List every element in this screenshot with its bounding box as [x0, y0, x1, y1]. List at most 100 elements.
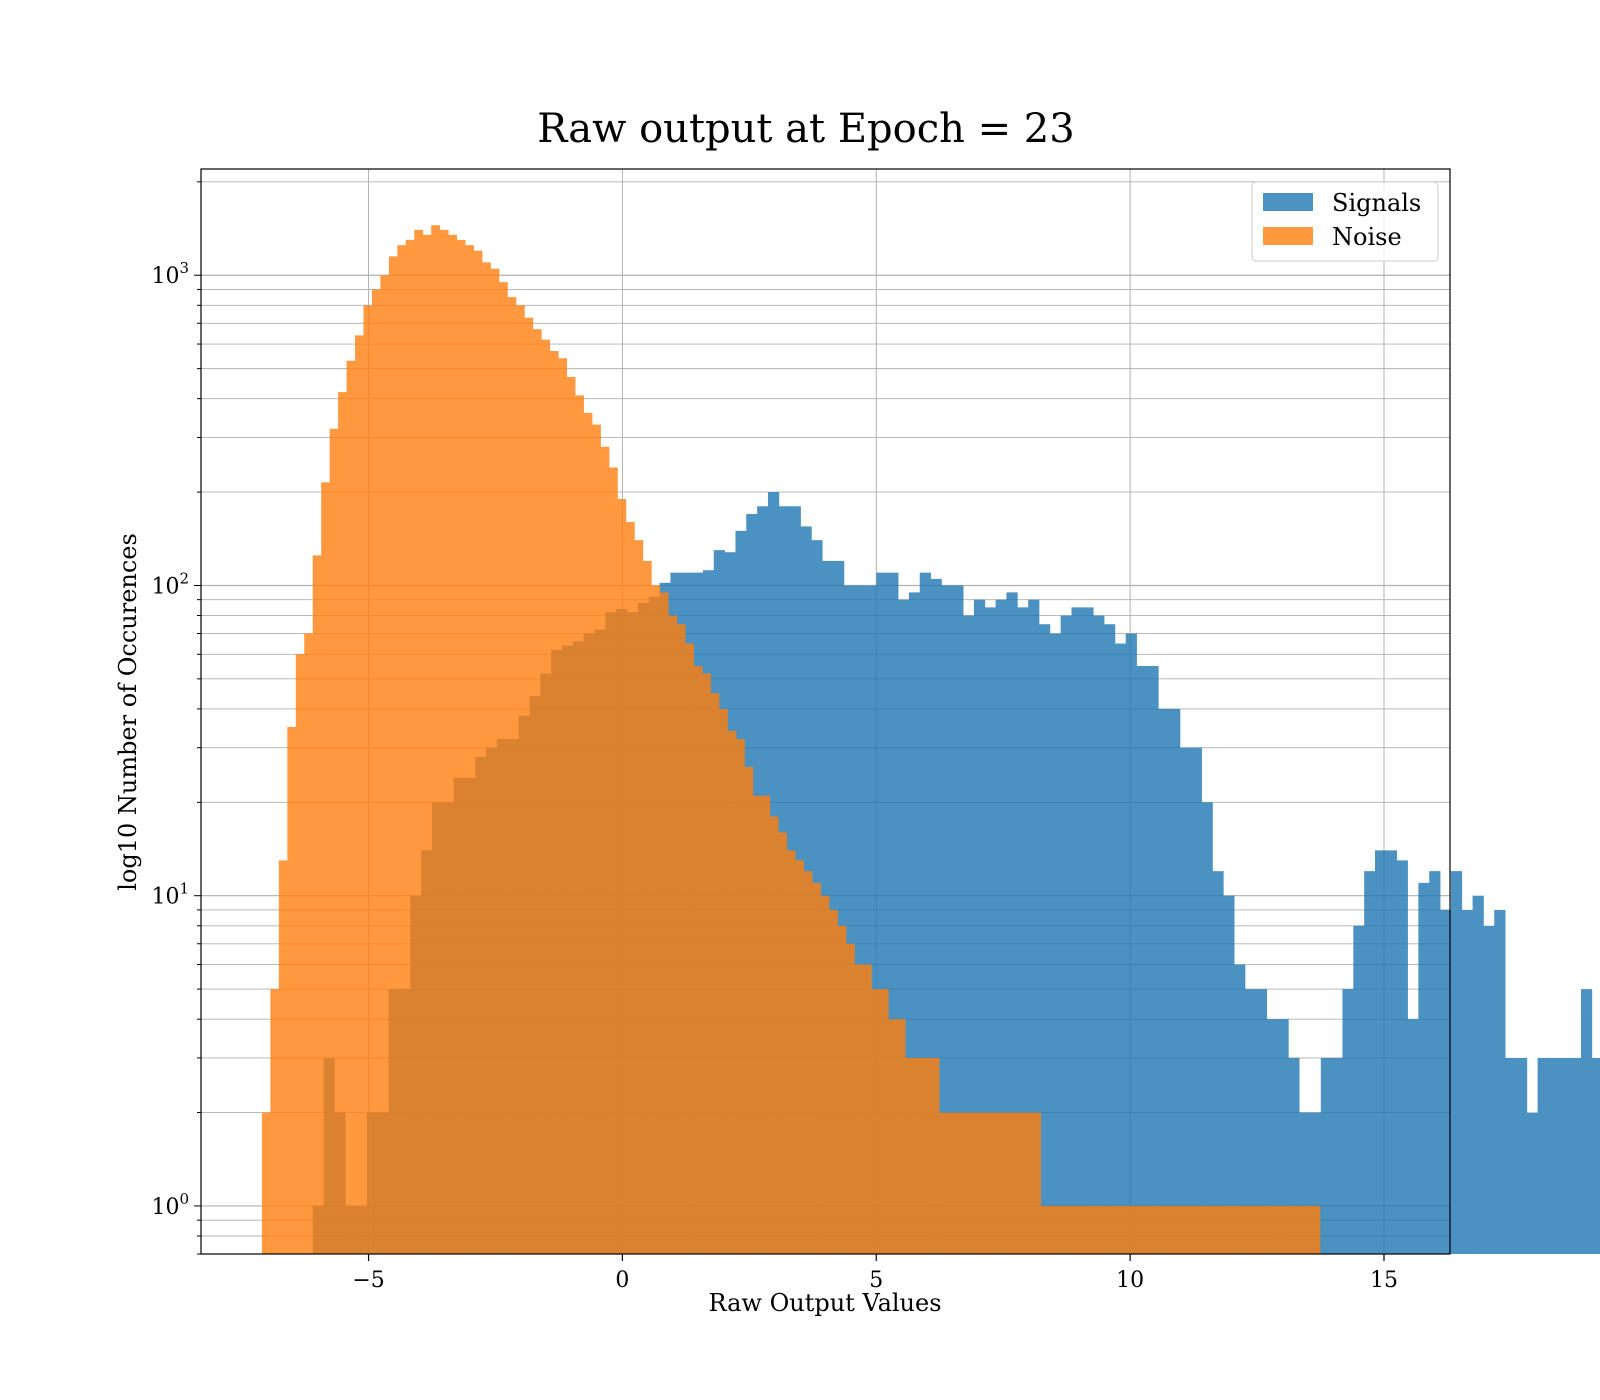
histogram-bar: [1060, 615, 1072, 1254]
histogram-bar: [843, 585, 856, 1254]
histogram-bar: [685, 643, 694, 1254]
histogram-bar: [270, 989, 280, 1254]
histogram-bar: [1472, 895, 1484, 1254]
histogram-bar: [1167, 1205, 1177, 1254]
histogram-bar: [1017, 607, 1029, 1254]
histogram-bar: [261, 1112, 271, 1254]
histogram-bar: [312, 555, 322, 1254]
histogram-bar: [930, 578, 942, 1254]
histogram-bar: [1104, 624, 1116, 1254]
histogram-bar: [1176, 1205, 1185, 1254]
histogram-bar: [1353, 925, 1365, 1254]
histogram-bar: [558, 358, 568, 1254]
histogram-bar: [769, 816, 779, 1254]
histogram-bar: [941, 585, 953, 1254]
y-axis-ticks: 100 101 102 103: [151, 181, 201, 1255]
histogram-bar: [642, 560, 652, 1254]
x-axis-label: Raw Output Values: [708, 1289, 941, 1317]
histogram-bar: [1559, 1057, 1571, 1254]
histogram-bar: [549, 350, 559, 1255]
histogram-bar: [718, 708, 728, 1254]
histogram-bar: [617, 498, 627, 1254]
histogram-bar: [1015, 1112, 1025, 1254]
histogram-bar: [896, 1019, 906, 1254]
histogram-bar: [1450, 871, 1463, 1254]
y-tick-label: 101: [151, 880, 189, 910]
histogram-bar: [397, 245, 407, 1255]
histogram-bar: [1277, 1019, 1289, 1254]
histogram-bar: [952, 585, 964, 1254]
histogram-bar: [837, 925, 847, 1254]
histogram-bar: [1461, 909, 1473, 1254]
histogram-bar: [1147, 666, 1159, 1254]
histogram-bar: [1093, 615, 1105, 1254]
histogram-bar: [1494, 909, 1506, 1254]
histogram-bar: [355, 335, 364, 1254]
histogram-bar: [972, 1112, 982, 1254]
histogram-bar: [1006, 1112, 1016, 1254]
histogram-bar: [947, 1112, 957, 1254]
histogram-bar: [1150, 1205, 1160, 1254]
histogram-bar: [845, 943, 855, 1254]
histogram-bar: [1201, 802, 1213, 1254]
histogram-bar: [1049, 1205, 1058, 1254]
histogram-bar: [1440, 909, 1452, 1254]
histogram-bar: [363, 305, 373, 1254]
histogram-bar: [1125, 1205, 1135, 1254]
y-tick-label: 103: [151, 259, 189, 289]
histogram-bar: [651, 585, 661, 1254]
histogram-bar: [566, 376, 576, 1255]
histogram-bar: [676, 624, 686, 1254]
histogram-bar: [448, 234, 457, 1255]
histogram-bar: [329, 428, 339, 1254]
x-axis-ticks: −5 0 5 10 15: [352, 1254, 1398, 1293]
histogram-bar: [905, 1057, 915, 1254]
histogram-bar: [1311, 1205, 1321, 1254]
histogram-bar: [998, 1112, 1008, 1254]
histogram-bar: [1294, 1205, 1304, 1254]
histogram-bar: [879, 989, 889, 1254]
legend-label-signals: Signals: [1332, 189, 1421, 217]
histogram-bar: [898, 599, 910, 1254]
histogram-bar: [625, 522, 635, 1254]
histogram-bar: [761, 795, 771, 1254]
histogram-bar: [380, 275, 390, 1255]
histogram-bar: [1288, 1057, 1300, 1254]
histogram-bar: [515, 305, 525, 1254]
histogram-bar: [1375, 850, 1387, 1254]
histogram-bar: [1418, 882, 1430, 1254]
histogram-bar: [1385, 850, 1398, 1254]
histogram-bar: [1255, 989, 1268, 1254]
histogram-bar: [1179, 747, 1192, 1254]
legend-swatch-signals: [1263, 193, 1313, 211]
histogram-bar: [1515, 1057, 1528, 1254]
histogram-bar: [1169, 708, 1181, 1254]
histogram-bar: [854, 964, 864, 1254]
histogram-bar: [981, 1112, 991, 1254]
histogram-bar: [1190, 747, 1202, 1254]
histogram-bar: [1223, 895, 1235, 1254]
histogram-bar: [532, 329, 542, 1254]
histogram-bar: [1082, 607, 1094, 1254]
x-tick-label: −5: [352, 1268, 384, 1293]
chart-title: Raw output at Epoch = 23: [537, 106, 1074, 152]
histogram-bar: [995, 599, 1007, 1254]
series-noise: [261, 225, 1321, 1255]
histogram-bar: [833, 560, 845, 1254]
histogram-bar: [964, 1112, 974, 1254]
histogram-bar: [1407, 1019, 1419, 1254]
histogram-bar: [812, 882, 821, 1254]
histogram-bar: [456, 239, 466, 1254]
histogram-bar: [1243, 1205, 1253, 1254]
legend-label-noise: Noise: [1332, 223, 1402, 251]
histogram-bar: [481, 262, 491, 1254]
histogram-bar: [778, 832, 788, 1254]
histogram-bar: [1234, 964, 1246, 1254]
histogram-bar: [1526, 1112, 1539, 1254]
histogram-bar: [1082, 1205, 1092, 1254]
histogram-bar: [1091, 1205, 1101, 1254]
histogram-bar: [1125, 633, 1137, 1254]
histogram-bar: [371, 289, 381, 1254]
histogram-bar: [473, 250, 483, 1255]
